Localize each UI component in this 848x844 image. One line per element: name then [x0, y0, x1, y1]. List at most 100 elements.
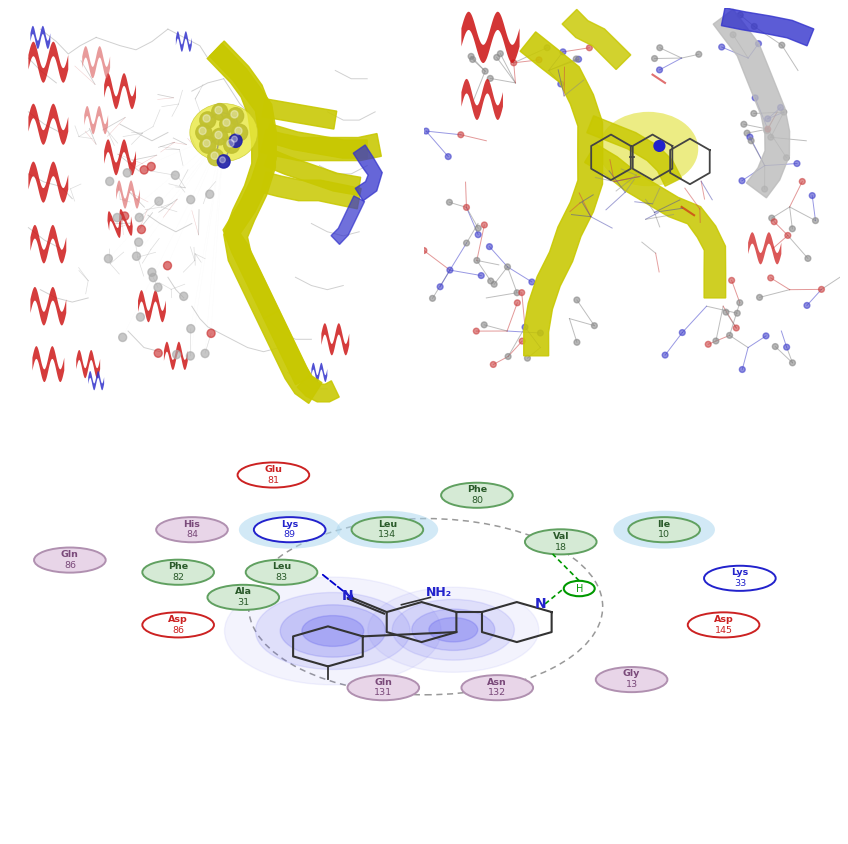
Circle shape [789, 360, 795, 365]
Circle shape [515, 300, 520, 306]
Circle shape [232, 124, 248, 141]
Circle shape [574, 339, 580, 345]
Circle shape [136, 214, 143, 222]
Ellipse shape [704, 565, 776, 591]
Text: Lys: Lys [731, 568, 749, 577]
Circle shape [544, 45, 550, 51]
Polygon shape [28, 161, 68, 203]
Circle shape [576, 57, 582, 62]
Circle shape [765, 116, 771, 122]
Circle shape [482, 322, 487, 327]
Circle shape [120, 212, 129, 220]
Polygon shape [311, 363, 327, 382]
Polygon shape [209, 43, 279, 318]
Text: 89: 89 [284, 531, 296, 539]
Polygon shape [321, 323, 349, 355]
Polygon shape [262, 99, 337, 129]
Polygon shape [88, 371, 104, 390]
Circle shape [784, 344, 789, 350]
Circle shape [491, 281, 497, 287]
Circle shape [662, 352, 668, 358]
Ellipse shape [156, 517, 228, 542]
Circle shape [737, 300, 743, 306]
Circle shape [750, 111, 756, 116]
Circle shape [679, 330, 685, 335]
Ellipse shape [461, 675, 533, 701]
Circle shape [739, 178, 745, 184]
Text: 86: 86 [64, 561, 75, 570]
Circle shape [505, 264, 510, 270]
Circle shape [574, 297, 580, 303]
Circle shape [536, 57, 542, 62]
Text: 18: 18 [555, 543, 566, 552]
Circle shape [560, 49, 566, 55]
Polygon shape [265, 149, 360, 195]
Polygon shape [104, 139, 136, 176]
Polygon shape [108, 209, 132, 238]
Circle shape [215, 132, 222, 138]
Circle shape [187, 325, 195, 333]
Circle shape [739, 366, 745, 372]
Circle shape [232, 136, 237, 142]
Text: 131: 131 [374, 689, 393, 697]
Circle shape [591, 322, 597, 328]
Polygon shape [461, 78, 503, 120]
Circle shape [473, 328, 479, 334]
Polygon shape [354, 145, 382, 201]
Circle shape [447, 199, 452, 205]
Circle shape [483, 68, 488, 74]
Circle shape [227, 139, 234, 147]
Circle shape [208, 149, 224, 165]
Circle shape [137, 313, 144, 322]
Polygon shape [265, 124, 367, 158]
Circle shape [745, 130, 750, 136]
Polygon shape [138, 290, 166, 322]
Circle shape [235, 127, 242, 134]
Circle shape [522, 324, 528, 330]
Text: Leu: Leu [272, 562, 291, 571]
Circle shape [482, 222, 488, 228]
Circle shape [231, 111, 238, 118]
Polygon shape [207, 41, 322, 403]
Polygon shape [84, 106, 108, 134]
Circle shape [490, 361, 496, 367]
Polygon shape [28, 41, 68, 83]
Polygon shape [587, 116, 682, 187]
Polygon shape [713, 9, 789, 197]
Text: 86: 86 [172, 625, 184, 635]
Circle shape [196, 124, 212, 141]
Polygon shape [116, 181, 140, 208]
Circle shape [113, 214, 121, 222]
Circle shape [203, 139, 210, 147]
Circle shape [445, 154, 451, 160]
Polygon shape [104, 73, 136, 109]
Circle shape [302, 615, 364, 647]
Ellipse shape [208, 585, 279, 610]
Polygon shape [748, 232, 781, 264]
Text: Leu: Leu [378, 520, 397, 528]
Text: 13: 13 [626, 680, 638, 690]
Circle shape [220, 157, 226, 163]
Circle shape [763, 333, 769, 338]
Circle shape [187, 352, 194, 360]
Circle shape [154, 284, 162, 291]
Text: 82: 82 [172, 573, 184, 582]
Circle shape [519, 289, 525, 295]
Circle shape [784, 154, 789, 160]
Circle shape [203, 115, 210, 122]
Circle shape [728, 278, 734, 284]
Circle shape [734, 311, 740, 316]
Circle shape [154, 349, 162, 357]
Circle shape [738, 12, 743, 18]
Circle shape [470, 57, 476, 62]
Circle shape [741, 122, 747, 127]
Circle shape [227, 108, 243, 124]
Circle shape [164, 262, 171, 270]
Circle shape [519, 338, 525, 344]
Circle shape [148, 162, 155, 170]
Circle shape [789, 226, 795, 232]
Circle shape [654, 141, 665, 151]
Circle shape [475, 225, 481, 231]
Circle shape [752, 95, 758, 100]
Circle shape [756, 41, 762, 46]
